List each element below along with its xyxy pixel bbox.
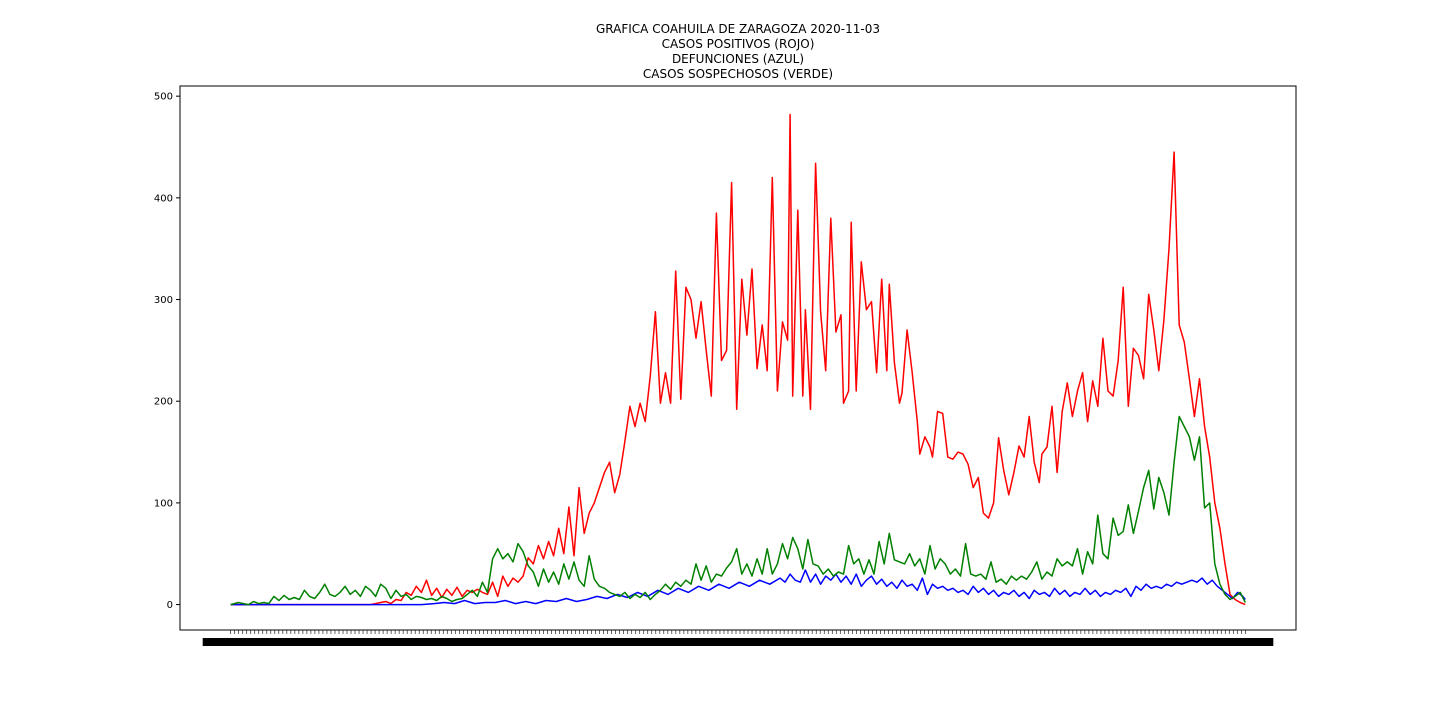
chart-title-line-4: CASOS SOSPECHOSOS (VERDE) — [642, 67, 834, 81]
y-tick-label: 100 — [154, 498, 173, 509]
series-line-1 — [230, 569, 1246, 606]
y-tick-label: 0 — [167, 600, 173, 611]
x-axis — [202, 630, 1274, 646]
series-layer — [230, 113, 1246, 606]
series-line-0 — [230, 113, 1246, 606]
chart-title-line-3: DEFUNCIONES (AZUL) — [671, 52, 805, 66]
y-tick-label: 500 — [154, 92, 173, 103]
y-tick-label: 300 — [154, 295, 173, 306]
x-tick-labels-overlap — [202, 638, 1274, 646]
y-tick-label: 200 — [154, 397, 173, 408]
y-tick-label: 400 — [154, 193, 173, 204]
chart-title: GRAFICA COAHUILA DE ZARAGOZA 2020-11-03 … — [0, 22, 1440, 82]
series-line-2 — [230, 415, 1246, 606]
plot-frame — [179, 85, 1297, 631]
chart-title-line-1: GRAFICA COAHUILA DE ZARAGOZA 2020-11-03 — [596, 22, 880, 36]
chart-title-line-2: CASOS POSITIVOS (ROJO) — [661, 37, 815, 51]
y-axis: 0 100 200 300 400 500 — [154, 92, 180, 611]
